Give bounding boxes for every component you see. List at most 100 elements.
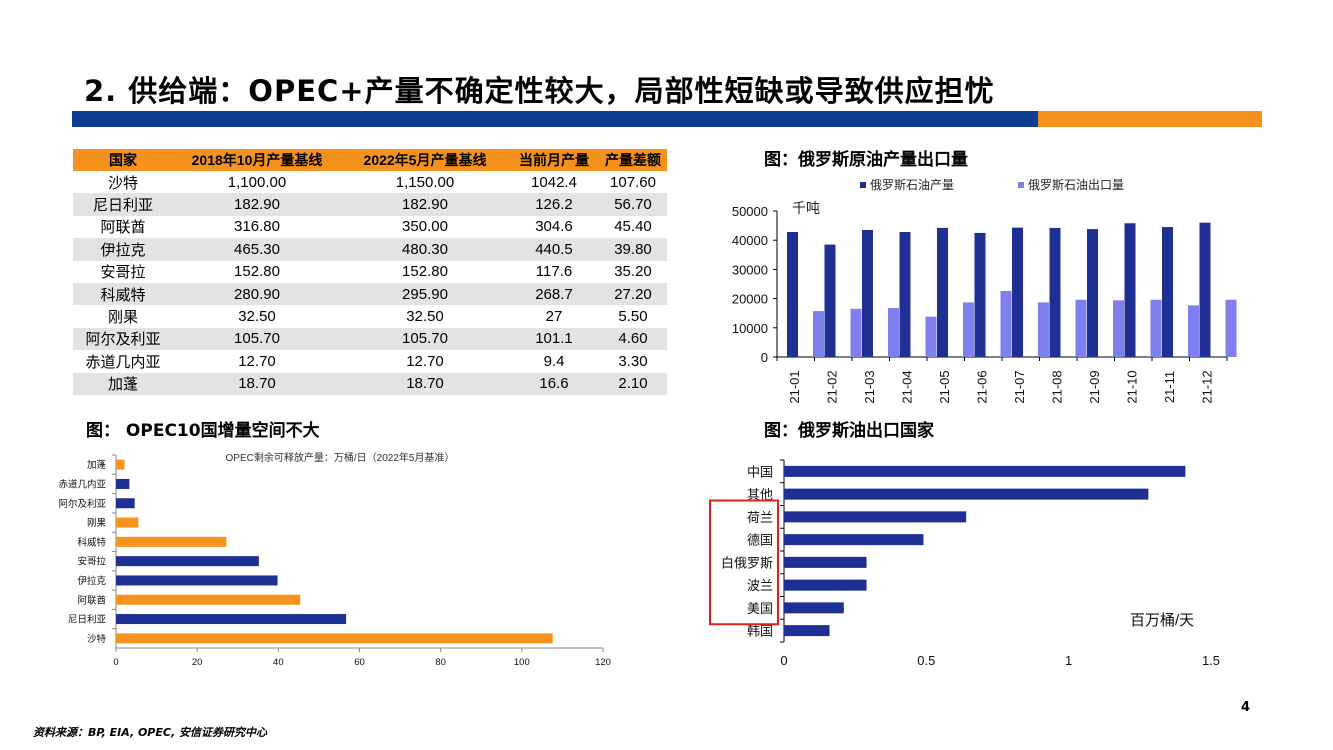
x-tick-label: 21-01 — [787, 370, 802, 403]
table-row: 尼日利亚 182.90 182.90 126.2 56.70 — [73, 193, 667, 216]
table-cell: 480.30 — [341, 238, 509, 261]
bar — [963, 302, 974, 357]
bar — [116, 556, 259, 567]
x-tick-label: 60 — [354, 657, 365, 668]
legend-swatch — [860, 182, 866, 188]
y-tick-label: 30000 — [732, 262, 768, 277]
bar — [1113, 300, 1124, 357]
x-tick-label: 0.5 — [917, 653, 935, 668]
table-header-cell: 2022年5月产量基线 — [341, 149, 509, 171]
page-number: 4 — [1241, 700, 1251, 715]
table-cell: 科威特 — [73, 282, 173, 306]
table-cell: 安哥拉 — [100, 264, 146, 282]
table-row: 阿联酋 316.80 350.00 304.6 45.40 — [73, 216, 667, 238]
table-cell: 35.20 — [614, 263, 652, 281]
table-cell: 152.80 — [402, 263, 448, 281]
table-header-cell: 产量差额 — [599, 149, 667, 171]
x-tick-label: 21-05 — [937, 370, 952, 403]
source-note: 资料来源：BP, EIA, OPEC, 安信证券研究中心 — [33, 726, 267, 739]
y-category-label: 阿尔及利亚 — [58, 498, 106, 510]
bar — [899, 232, 911, 357]
bar — [813, 311, 824, 357]
bar — [1225, 299, 1237, 357]
bar — [1000, 291, 1012, 357]
y-category-label: 安哥拉 — [77, 556, 106, 568]
table-cell: 9.4 — [543, 352, 565, 370]
caption-russia-production: 图：俄罗斯原油产量出口量 — [764, 150, 968, 170]
table-row: 沙特 1,100.00 1,150.00 1042.4 107.60 — [73, 171, 667, 193]
table-cell: 18.70 — [341, 372, 509, 395]
bar — [116, 594, 301, 605]
table-cell: 304.6 — [535, 218, 573, 236]
table-cell: 268.7 — [509, 282, 599, 306]
table-cell: 45.40 — [614, 218, 652, 236]
table-cell: 12.70 — [406, 352, 444, 370]
bar — [1188, 305, 1199, 357]
table-cell: 465.30 — [173, 238, 341, 261]
highlight-box — [709, 499, 779, 626]
y-tick-label: 0 — [761, 350, 768, 365]
table-cell: 101.1 — [509, 327, 599, 351]
table-cell: 1,150.00 — [395, 173, 455, 191]
table-cell: 182.90 — [173, 193, 341, 216]
bar — [850, 308, 862, 357]
table-row: 阿尔及利亚 105.70 105.70 101.1 4.60 — [73, 327, 667, 351]
table-cell: 105.70 — [173, 327, 341, 351]
x-tick-label: 21-12 — [1200, 370, 1215, 403]
y-category-label: 阿联酋 — [77, 594, 106, 606]
bar — [784, 488, 1149, 500]
table-cell: 阿尔及利亚 — [73, 327, 173, 351]
table-cell: 117.6 — [535, 263, 573, 281]
table-cell: 295.90 — [341, 282, 509, 306]
y-tick-label: 50000 — [732, 204, 768, 219]
bar — [1150, 299, 1162, 357]
x-tick-label: 21-07 — [1012, 370, 1027, 403]
y-tick-label: 40000 — [732, 233, 768, 248]
bar — [1012, 227, 1023, 357]
table-row: 赤道几内亚 12.70 12.70 9.4 3.30 — [73, 350, 667, 372]
bar — [116, 575, 278, 586]
table-header-cell: 2018年10月产量基线 — [173, 149, 341, 171]
bar — [787, 232, 798, 357]
bar — [784, 511, 967, 523]
x-tick-label: 0 — [780, 653, 787, 668]
x-tick-label: 21-09 — [1087, 370, 1102, 403]
table-header-row: 国家 2018年10月产量基线 2022年5月产量基线 当前月产量 产量差额 — [73, 149, 667, 171]
unit-label: 千吨 — [792, 200, 820, 216]
x-tick-label: 40 — [273, 657, 284, 668]
bar — [116, 536, 227, 547]
table-cell: 105.70 — [341, 327, 509, 351]
legend-swatch — [1018, 182, 1024, 188]
table-row: 刚果 32.50 32.50 27 5.50 — [73, 305, 667, 327]
x-tick-label: 21-10 — [1125, 370, 1140, 403]
table-row: 安哥拉 152.80 152.80 117.6 35.20 — [73, 261, 667, 283]
bar — [784, 556, 867, 568]
bar — [116, 459, 125, 470]
table-cell: 32.50 — [406, 308, 444, 326]
y-category-label: 加蓬 — [87, 459, 107, 471]
table-cell: 27.20 — [599, 282, 667, 306]
table-cell: 182.90 — [341, 193, 509, 216]
bar — [784, 602, 844, 614]
bar — [116, 633, 553, 644]
bar — [974, 232, 986, 357]
y-category-label: 赤道几内亚 — [58, 478, 106, 490]
y-category-label: 沙特 — [87, 633, 107, 645]
table-cell: 加蓬 — [73, 372, 173, 395]
bar — [824, 244, 836, 357]
table-header-cell: 当前月产量 — [509, 149, 599, 171]
table-cell: 316.80 — [234, 218, 280, 236]
y-category-label: 德国 — [747, 533, 773, 548]
bar — [784, 465, 1186, 477]
y-category-label: 美国 — [747, 601, 773, 616]
y-category-label: 科威特 — [77, 536, 106, 548]
table-cell: 126.2 — [509, 193, 599, 216]
table-cell: 2.10 — [599, 372, 667, 395]
x-tick-label: 0 — [113, 657, 118, 668]
table-header-cell: 国家 — [73, 149, 173, 171]
bar — [116, 478, 130, 489]
table-cell: 56.70 — [599, 193, 667, 216]
x-tick-label: 21-08 — [1050, 370, 1065, 403]
page-title: 2. 供给端：OPEC+产量不确定性较大，局部性短缺或导致供应担忧 — [84, 74, 995, 108]
